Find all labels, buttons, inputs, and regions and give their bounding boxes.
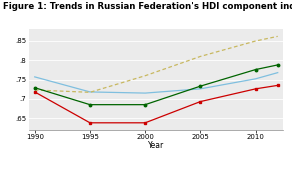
Text: Figure 1: Trends in Russian Federation's HDI component indices 1990-2012: Figure 1: Trends in Russian Federation's… — [3, 2, 292, 11]
X-axis label: Year: Year — [148, 141, 164, 150]
